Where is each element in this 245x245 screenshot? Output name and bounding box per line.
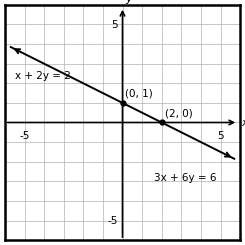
Text: -5: -5 [19, 131, 30, 141]
Text: y: y [125, 0, 132, 4]
Text: 5: 5 [217, 131, 224, 141]
Text: 3x + 6y = 6: 3x + 6y = 6 [154, 173, 216, 183]
Text: 5: 5 [111, 20, 118, 29]
Text: x + 2y = 2: x + 2y = 2 [15, 72, 71, 81]
Text: (0, 1): (0, 1) [125, 89, 153, 99]
Text: -5: -5 [107, 216, 118, 225]
Text: (2, 0): (2, 0) [165, 109, 192, 119]
Text: x: x [241, 118, 245, 127]
